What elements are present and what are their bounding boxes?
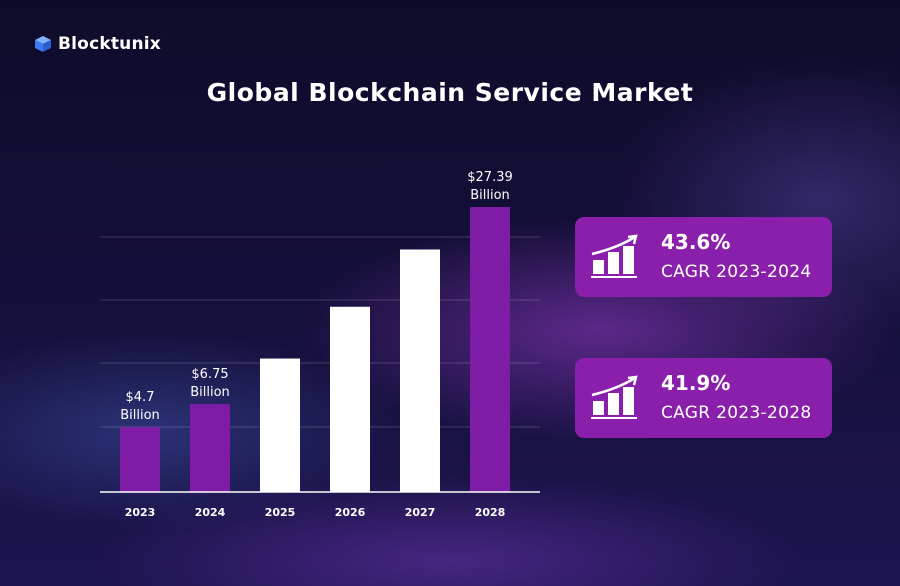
stat-label: CAGR 2023-2028 <box>661 403 812 423</box>
data-label: $6.75 Billion <box>190 367 230 400</box>
x-tick-label: 2026 <box>335 506 366 519</box>
bar-2026 <box>330 306 370 492</box>
brand-name: Blocktunix <box>58 34 161 54</box>
stat-value: 41.9% <box>661 371 731 395</box>
data-label: $4.7 Billion <box>120 390 160 423</box>
x-tick-label: 2023 <box>125 506 156 519</box>
bar-2025 <box>260 358 300 492</box>
bar-2028 <box>470 207 510 492</box>
stat-label: CAGR 2023-2024 <box>661 262 812 282</box>
growth-chart-icon <box>591 234 638 278</box>
bar-2024 <box>190 404 230 492</box>
bar-chart: 2023 $4.7 Billion 2024 $6.75 Billion 2025 2026 2… <box>120 170 513 519</box>
stat-card-cagr-2023-2024: 43.6% CAGR 2023-2024 <box>575 217 832 297</box>
x-tick-label: 2024 <box>195 506 226 519</box>
x-tick-label: 2025 <box>265 506 296 519</box>
x-tick-label: 2028 <box>475 506 506 519</box>
bar-2027 <box>400 249 440 492</box>
bar-2023 <box>120 427 160 492</box>
x-tick-label: 2027 <box>405 506 436 519</box>
data-label: $27.39 Billion <box>467 170 513 203</box>
chart-title: Global Blockchain Service Market <box>206 78 694 107</box>
growth-chart-icon <box>591 375 638 419</box>
stat-value: 43.6% <box>661 230 731 254</box>
brand-logo: Blocktunix <box>34 34 161 54</box>
cube-logo-icon <box>35 36 51 52</box>
stat-card-cagr-2023-2028: 41.9% CAGR 2023-2028 <box>575 358 832 438</box>
